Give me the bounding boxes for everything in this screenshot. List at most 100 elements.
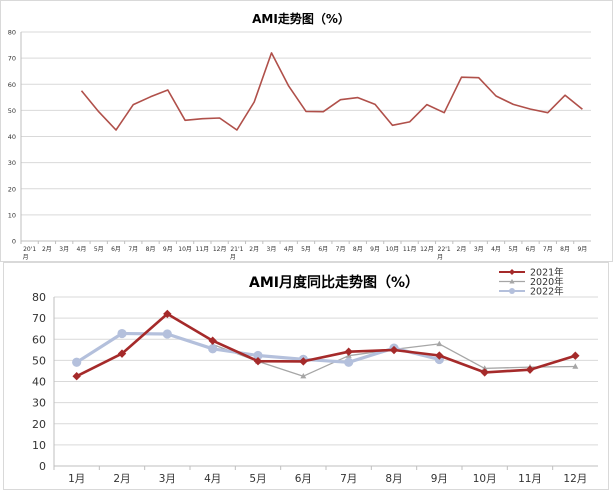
chart-panel-top: AMI走势图（%） 0 10 20 30 40 50 60 70 80 20'1 月 2月 3月 4月 5月 6… [0, 0, 613, 262]
data-point [72, 372, 81, 381]
x-tick-label: 月 [437, 254, 443, 261]
x-tick-label: 10月 [178, 246, 192, 253]
x-tick-label: 11月 [196, 246, 210, 253]
data-point [344, 357, 354, 367]
series-line [76, 312, 576, 378]
x-tick-label: 9月 [370, 246, 380, 253]
y-tick-label: 50 [8, 107, 16, 115]
data-point [208, 336, 217, 345]
legend-label: 2020年 [530, 276, 564, 288]
x-tick-label: 9月 [577, 246, 587, 253]
y-tick-label: 0 [12, 238, 16, 246]
y-tick-label: 20 [8, 185, 16, 193]
x-tick-label: 3月 [267, 246, 277, 253]
x-tick-label: 6月 [318, 246, 328, 253]
y-tick-label: 20 [32, 418, 46, 431]
x-tick-label: 6月 [526, 246, 536, 253]
y-tick-label: 70 [32, 312, 46, 325]
x-tick-label: 8月 [353, 246, 363, 253]
x-tick-label: 3月 [159, 473, 176, 485]
x-tick-label: 12月 [213, 246, 227, 253]
y-tick-label: 10 [8, 211, 16, 219]
series-line [80, 52, 583, 131]
x-tick-label: 10月 [386, 246, 400, 253]
data-point [389, 345, 399, 355]
x-tick-label: 月 [23, 254, 29, 261]
legend-label: 2022年 [530, 286, 564, 298]
x-tick-label: 12月 [420, 246, 434, 253]
data-point [480, 368, 489, 377]
x-tick-label: 12月 [563, 473, 587, 485]
legend-marker [509, 269, 515, 275]
y-tick-label: 70 [8, 55, 16, 63]
data-point [163, 309, 172, 319]
x-tick-label: 21'1 [230, 246, 243, 253]
data-point [162, 329, 172, 339]
y-tick-label: 60 [32, 333, 46, 346]
x-tick-label: 7月 [336, 246, 346, 253]
y-tick-label: 60 [8, 81, 16, 89]
legend-marker [509, 278, 515, 284]
x-tick-label: 7月 [340, 473, 357, 485]
x-tick-label: 2月 [249, 246, 259, 253]
x-tick-label: 8月 [146, 246, 156, 253]
x-tick-label: 6月 [111, 246, 121, 253]
chart-panel-bottom: AMI月度同比走势图（%） 0 10 20 30 40 50 60 70 80 1月 2月 3月 4月 5月… [3, 262, 609, 490]
y-tick-label: 80 [8, 29, 16, 37]
x-tick-label: 7月 [128, 246, 138, 253]
x-tick-label: 5月 [301, 246, 311, 253]
x-tick-label: 5月 [94, 246, 104, 253]
data-point [344, 347, 353, 356]
x-tick-label: 4月 [284, 246, 294, 253]
x-tick-label: 22'1 [438, 246, 451, 253]
x-tick-label: 11月 [403, 246, 417, 253]
x-tick-label: 8月 [560, 246, 570, 253]
data-point [117, 328, 127, 339]
data-point [525, 365, 535, 374]
x-tick-label: 4月 [204, 473, 221, 485]
x-tick-label: 月 [230, 254, 236, 261]
x-tick-label: 7月 [543, 246, 553, 253]
data-point [117, 349, 127, 358]
data-point [481, 365, 488, 371]
x-tick-label: 8月 [385, 473, 402, 485]
x-tick-label: 2月 [113, 473, 130, 485]
data-point [253, 357, 263, 366]
x-tick-label: 1月 [68, 473, 85, 485]
x-tick-label: 4月 [491, 246, 501, 253]
x-tick-label: 5月 [508, 246, 518, 253]
x-tick-label: 2月 [457, 246, 467, 253]
data-point [572, 363, 579, 369]
y-tick-label: 80 [32, 291, 46, 304]
x-tick-label: 6月 [295, 473, 312, 485]
x-tick-label: 2月 [42, 246, 52, 253]
y-tick-label: 0 [39, 460, 46, 473]
data-point [435, 351, 444, 360]
data-point [253, 350, 263, 361]
data-point [208, 344, 218, 354]
chart-title: AMI月度同比走势图（%） [249, 274, 419, 291]
x-tick-label: 11月 [518, 473, 542, 485]
x-tick-label: 9月 [431, 473, 448, 485]
y-tick-label: 10 [32, 439, 46, 452]
data-point [436, 340, 443, 347]
chart-title: AMI走势图（%） [252, 11, 350, 26]
y-tick-label: 30 [32, 397, 46, 410]
legend-label: 2021年 [530, 267, 564, 279]
ami-yoy-chart: AMI月度同比走势图（%） 0 10 20 30 40 50 60 70 80 1月 2月 3月 4月 5月… [32, 267, 598, 485]
data-point [300, 373, 307, 379]
x-tick-label: 3月 [474, 246, 484, 253]
x-tick-label: 4月 [77, 246, 87, 253]
x-tick-label: 10月 [473, 473, 497, 485]
y-tick-label: 30 [8, 159, 16, 167]
data-point [299, 357, 308, 366]
y-tick-label: 40 [8, 133, 16, 141]
y-tick-label: 50 [32, 354, 46, 367]
legend-marker [509, 288, 515, 294]
x-tick-label: 5月 [249, 473, 266, 485]
data-point [72, 357, 82, 367]
x-tick-label: 20'1 [23, 246, 36, 253]
data-point [571, 351, 580, 360]
x-tick-label: 9月 [163, 246, 173, 253]
